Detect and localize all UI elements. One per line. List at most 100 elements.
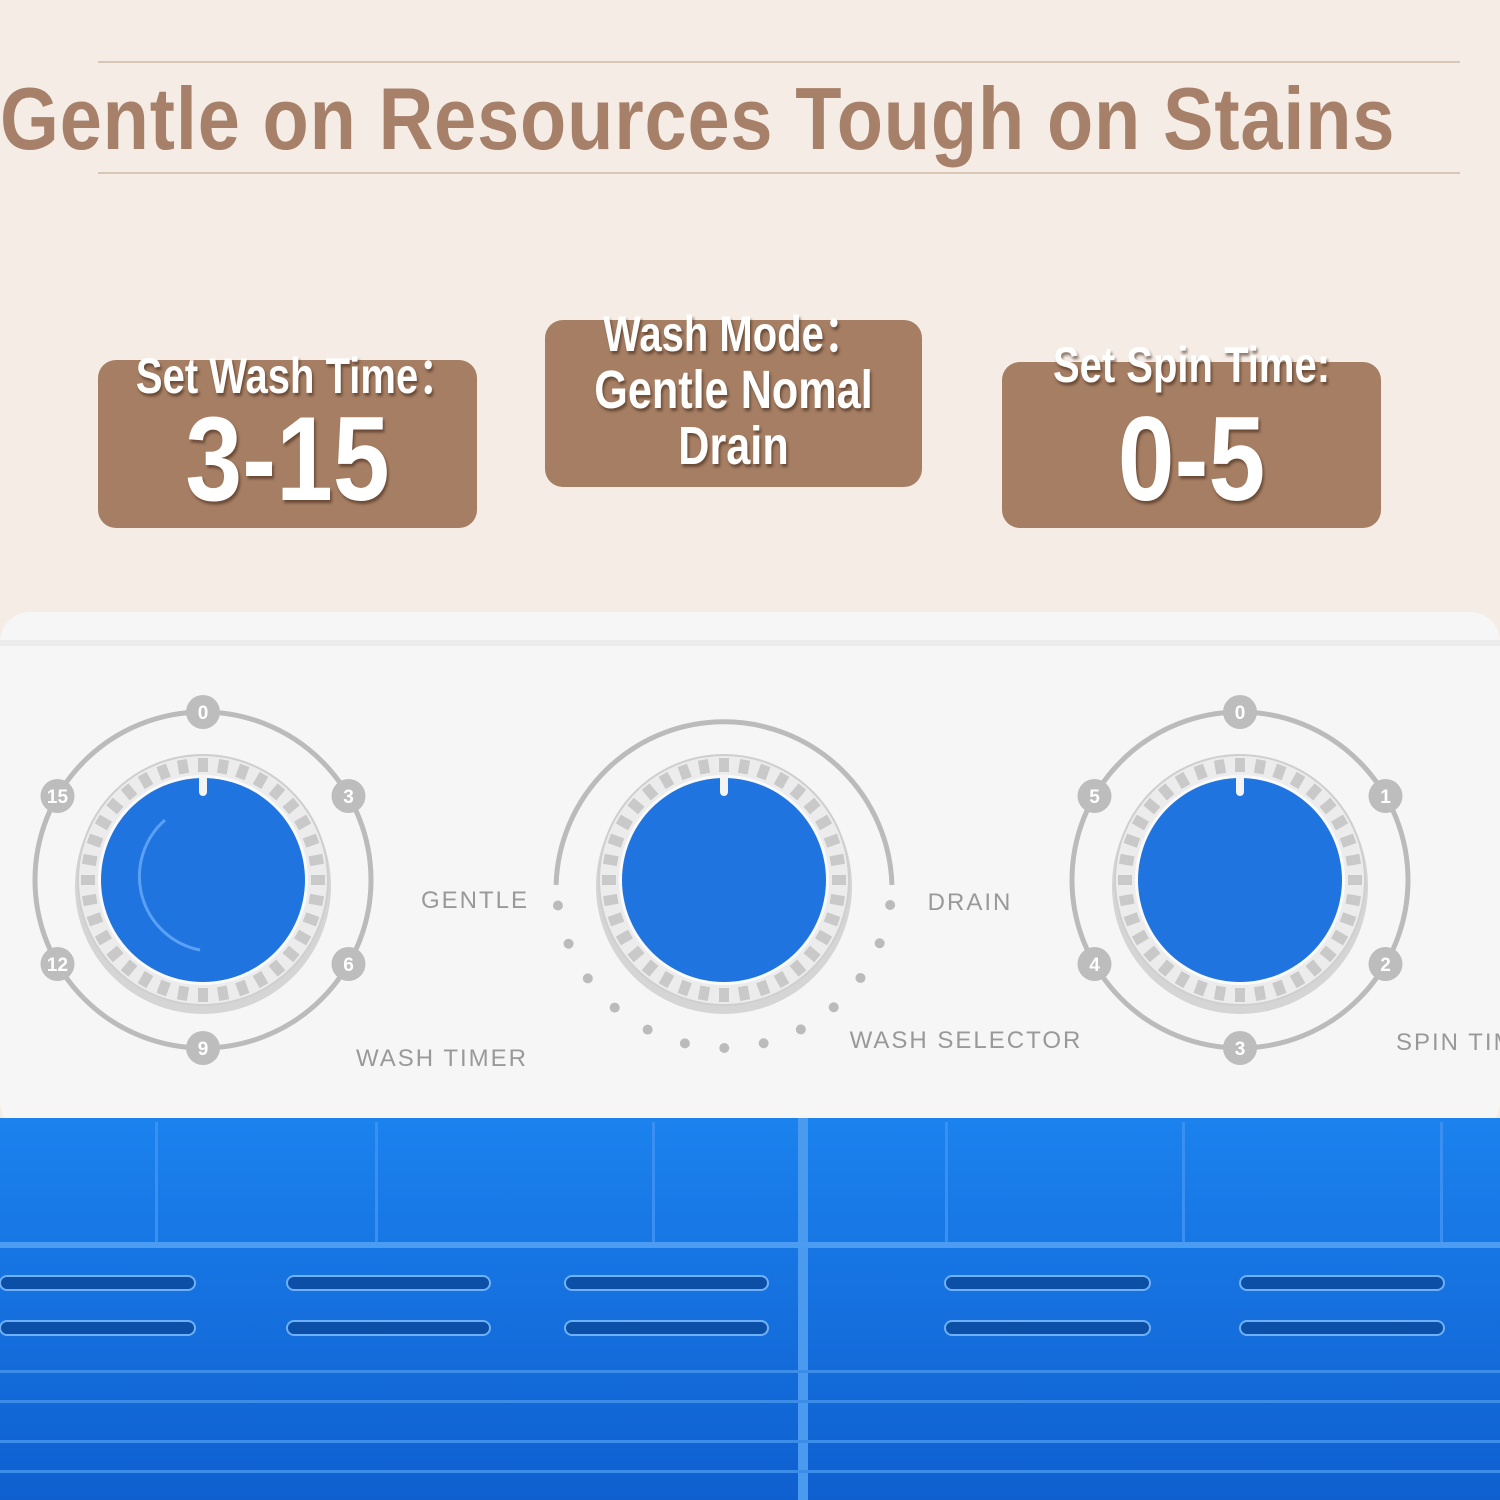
knob-grip	[302, 912, 320, 927]
knob-grip	[94, 814, 112, 831]
spin-timer-mark-label: 2	[1380, 955, 1391, 976]
knob-grip	[737, 758, 751, 775]
knob-grip	[1272, 979, 1287, 997]
knob-grip	[1131, 814, 1149, 831]
wash-timer-mark-label: 3	[343, 787, 354, 808]
knob-grip	[658, 771, 675, 789]
knob-grip	[1118, 893, 1135, 907]
tub-rib	[155, 1122, 158, 1242]
tub-divider	[798, 1118, 808, 1500]
knob-grip	[198, 758, 208, 772]
vent-slot	[944, 1275, 1151, 1291]
wash-timer-mark	[331, 779, 366, 813]
vent-slot	[1239, 1275, 1445, 1291]
knob-grip	[719, 758, 729, 772]
tub-rib	[1182, 1122, 1185, 1242]
knob-grip	[1157, 783, 1175, 801]
knob-grip	[1143, 797, 1161, 815]
knob-highlight	[137, 818, 201, 952]
vent-slot	[564, 1275, 769, 1291]
wash-time-label: Set Wash Time：	[135, 348, 459, 404]
knob-grip	[1131, 929, 1149, 946]
knob-grip	[1289, 971, 1306, 989]
spin-timer-mark-label: 5	[1089, 787, 1100, 808]
wash-selector-dot	[552, 900, 563, 911]
knob-grip	[156, 763, 171, 781]
knob-grip	[803, 945, 821, 963]
wash-timer-mark	[186, 695, 220, 729]
spin-time-label: Set Spin Time:	[1052, 337, 1331, 393]
knob-grip	[1118, 875, 1132, 885]
knob-grip	[294, 814, 312, 831]
knob-grip	[737, 985, 751, 1002]
tub-vents	[0, 1122, 1500, 1473]
knob-grip	[1253, 758, 1267, 775]
knob-grip	[627, 945, 645, 963]
knob-grip	[268, 959, 286, 977]
knob-grip	[137, 971, 154, 989]
wash-mode-line1: Gentle Nomal	[594, 360, 873, 420]
spin-time-value: 0-5	[1117, 392, 1266, 526]
wash-selector-dot	[828, 1002, 839, 1013]
knob-grip	[1272, 763, 1287, 781]
wash-selector-dot	[885, 899, 896, 910]
wash-timer-knob[interactable]	[101, 778, 305, 982]
wash-selector-dot	[874, 938, 885, 949]
knob-grip	[1213, 985, 1227, 1002]
wash-time-box: Set Wash Time： 3-15	[98, 348, 477, 528]
knob-grip	[832, 875, 846, 885]
spin-timer-knob[interactable]	[1138, 778, 1342, 982]
knob-grip	[803, 797, 821, 815]
wash-selector-knob[interactable]	[622, 778, 826, 982]
gentle-label: GENTLE	[421, 887, 529, 914]
vent-slot	[1239, 1320, 1445, 1336]
wash-timer-mark-label: 6	[343, 955, 354, 976]
knob-grip	[815, 929, 833, 946]
knob-grip	[677, 763, 692, 781]
knob-grip	[773, 971, 790, 989]
knob-grip	[829, 893, 846, 907]
vent-slot	[944, 1320, 1151, 1336]
spin-timer-mark	[1368, 947, 1403, 981]
tub-body	[0, 1118, 1500, 1500]
wash-selector-dot	[609, 1002, 620, 1013]
spin-timer-mark	[1077, 947, 1112, 981]
spin-timer-mark	[1223, 1031, 1257, 1065]
wash-timer-label: WASH TIMER	[356, 1045, 528, 1072]
tub-rib	[375, 1122, 378, 1242]
knob-grip	[86, 912, 104, 927]
knob-grip	[282, 945, 300, 963]
knob-grip	[1123, 833, 1141, 848]
wash-selector-label: WASH SELECTOR	[850, 1027, 1083, 1054]
knob-grip	[1331, 929, 1349, 946]
knob-grip	[697, 758, 711, 775]
knob-grip	[602, 853, 619, 867]
knob-grip	[607, 833, 625, 848]
knob-grip	[789, 783, 807, 801]
wash-timer-mark	[40, 947, 75, 981]
knob-grip	[823, 833, 841, 848]
spin-timer-mark-label: 3	[1235, 1039, 1246, 1060]
wash-mode-line2: Drain	[678, 416, 789, 476]
knob-grip	[773, 771, 790, 789]
spin-timer-mark-label: 0	[1235, 703, 1246, 724]
knob-grip	[789, 959, 807, 977]
knob-grip	[641, 783, 659, 801]
wash-selector-arc	[553, 719, 895, 885]
knob-grip	[106, 945, 124, 963]
tub-ledge	[0, 1242, 1500, 1248]
knob-grip	[302, 833, 320, 848]
wash-timer-mark	[331, 947, 366, 981]
knob-grip	[81, 853, 98, 867]
spin-timer-mark	[1368, 779, 1403, 813]
wash-timer-mark-label: 15	[47, 787, 69, 808]
spin-timer-mark	[1223, 695, 1257, 729]
wash-selector-dot	[758, 1038, 769, 1049]
panel-edge	[0, 640, 1500, 646]
tub-line	[0, 1440, 1500, 1443]
knob-grip	[1193, 979, 1208, 997]
knob-grip	[282, 797, 300, 815]
knob-grip	[697, 985, 711, 1002]
knob-grip	[1143, 945, 1161, 963]
knob-grip	[1193, 763, 1208, 781]
